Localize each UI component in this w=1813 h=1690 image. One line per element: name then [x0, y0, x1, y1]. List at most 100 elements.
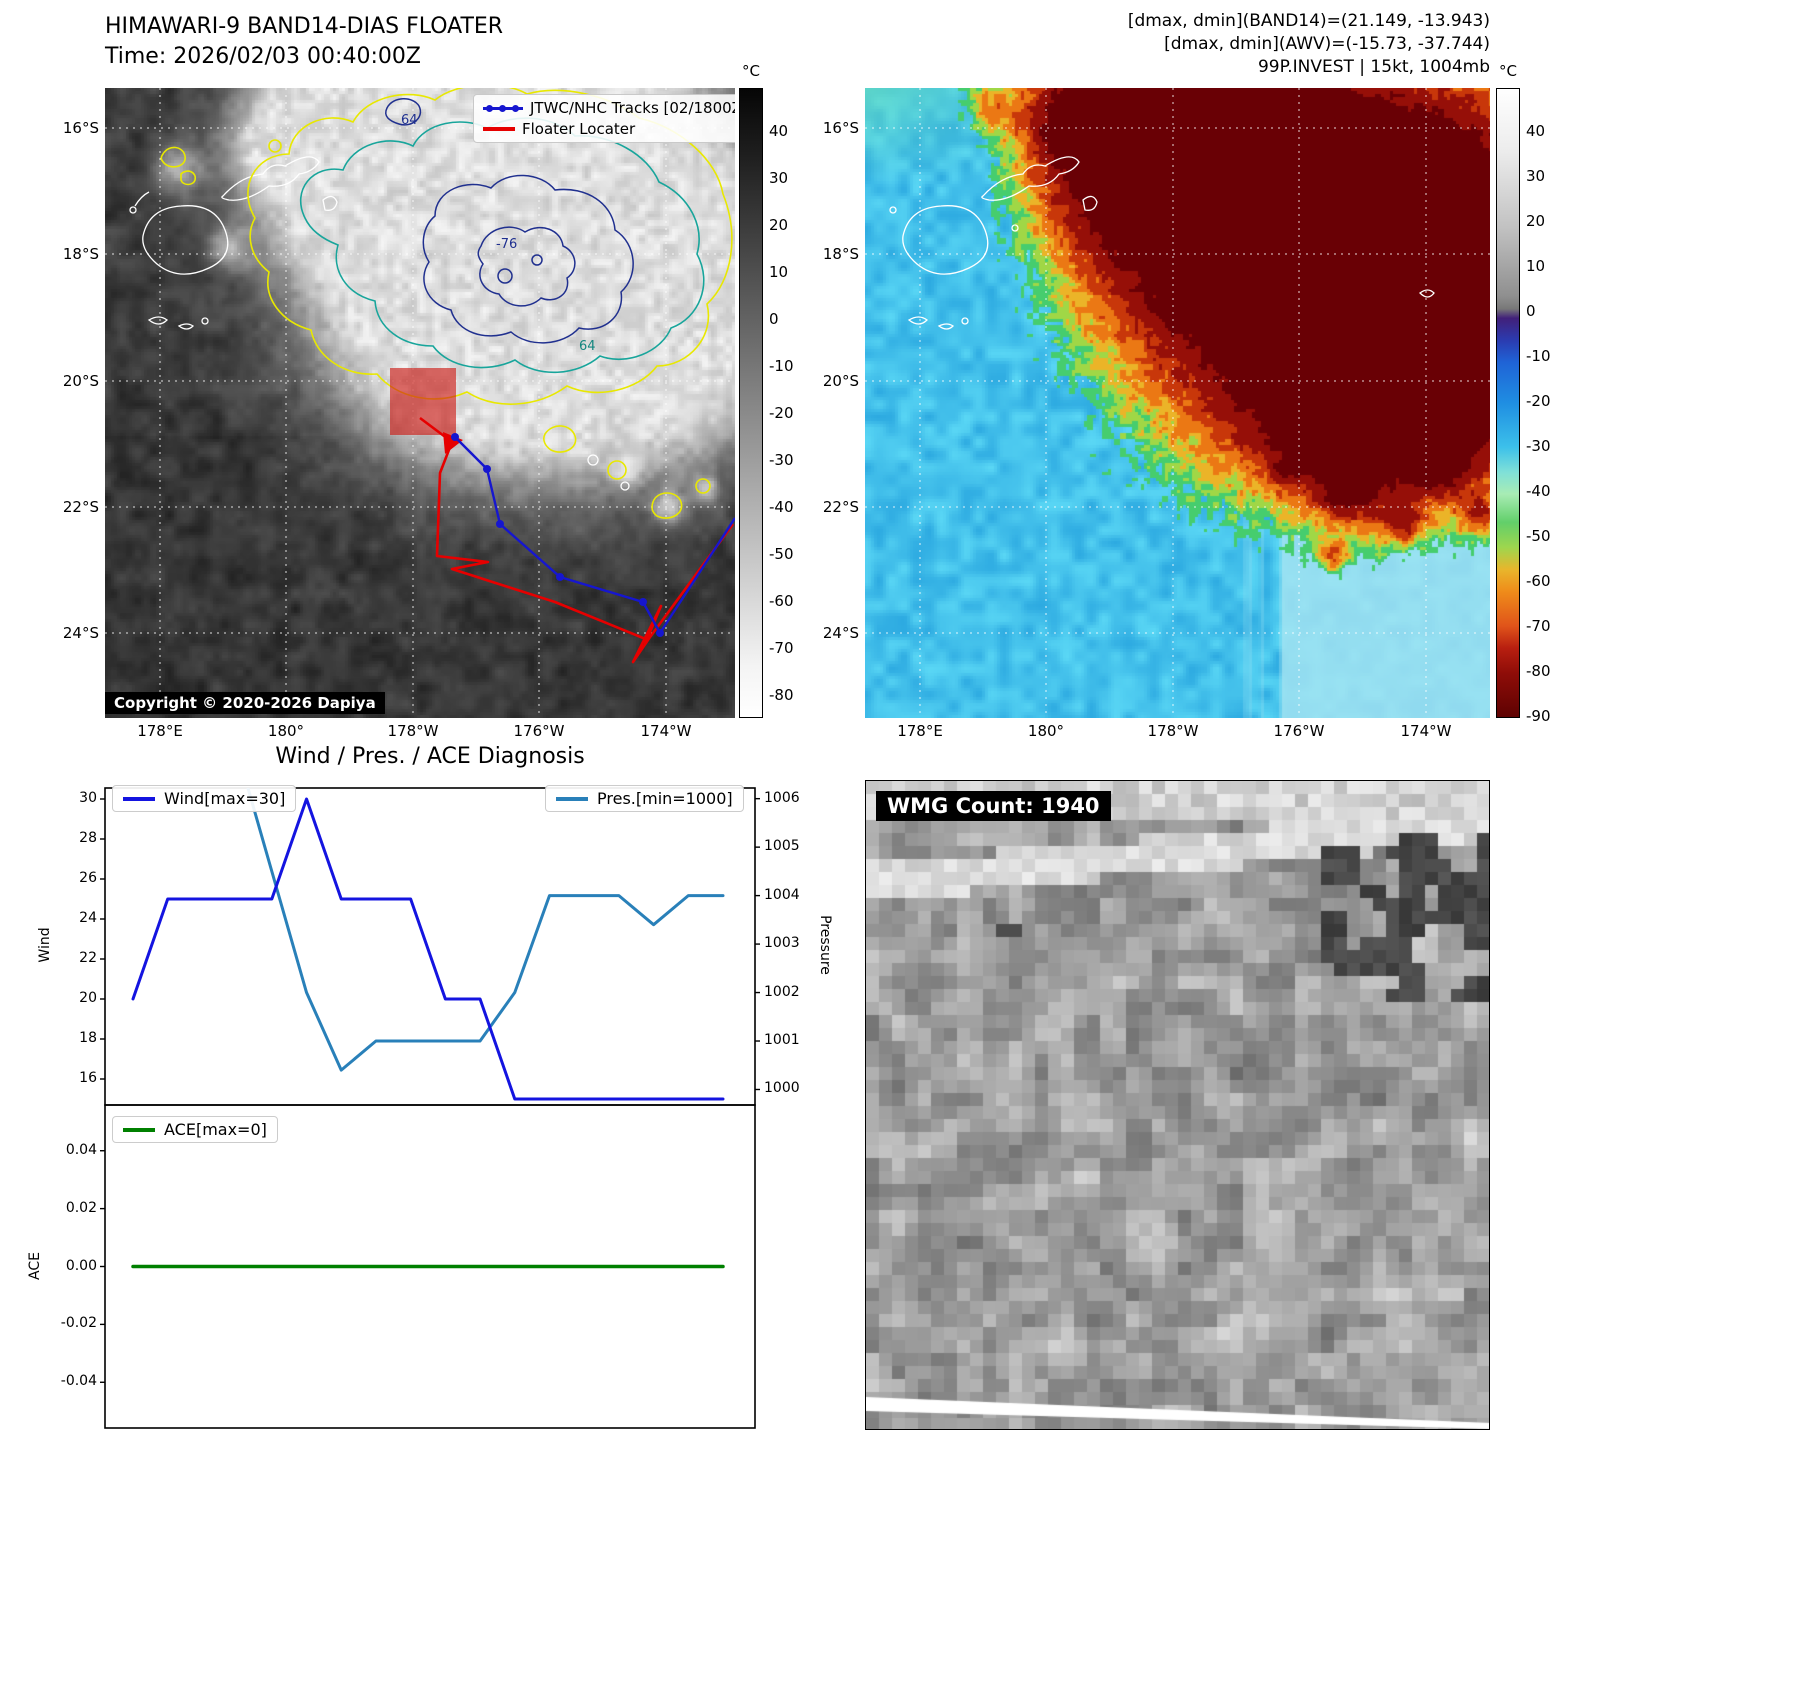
lon-tick-label: 174°W: [1400, 722, 1452, 740]
band14-map-overlay: 64 -76 64: [105, 88, 735, 718]
jtwc-dot-icon: [499, 105, 506, 112]
floater-box: [390, 368, 456, 435]
wmg-panel: WMG Count: 1940: [865, 780, 1490, 1430]
pressure-line: [246, 788, 725, 1072]
awv-colorbar: [1496, 88, 1520, 718]
colorbar-tick-label: -20: [1526, 392, 1551, 410]
lat-tick-label: 18°S: [62, 245, 99, 263]
colorbar-tick-label: -50: [769, 545, 794, 563]
ace-legend-label: ACE[max=0]: [164, 1120, 267, 1139]
contour-teal: [299, 117, 705, 374]
coastline-fiji-awv: [889, 156, 1435, 330]
pressure-line-sample: [556, 796, 588, 801]
wind-tick-label: 26: [79, 870, 97, 886]
colorbar-tick-label: -80: [769, 686, 794, 704]
awv-header: [dmax, dmin](BAND14)=(21.149, -13.943) […: [890, 10, 1490, 79]
diagnosis-charts: [100, 787, 760, 1429]
jtwc-track-point: [451, 433, 459, 441]
jtwc-line-sample: [483, 102, 523, 114]
colorbar-tick-label: -50: [1526, 527, 1551, 545]
wmg-count-badge: WMG Count: 1940: [876, 791, 1111, 821]
colorbar-tick-label: -90: [1526, 707, 1551, 725]
jtwc-track-point: [496, 520, 504, 528]
lat-tick-label: 22°S: [822, 498, 859, 516]
pressure-tick-label: 1004: [764, 886, 800, 903]
colorbar-tick-label: 40: [1526, 122, 1546, 140]
invest-status: 99P.INVEST | 15kt, 1004mb: [1257, 57, 1490, 77]
diagnosis-title: Wind / Pres. / ACE Diagnosis: [275, 744, 585, 769]
lon-tick-label: 174°W: [640, 722, 692, 740]
wind-line: [131, 797, 725, 1101]
lat-tick-label: 18°S: [822, 245, 859, 263]
contour-navy: [385, 98, 634, 344]
ace-legend: ACE[max=0]: [112, 1116, 278, 1143]
jtwc-track-point: [656, 629, 664, 637]
wind-tick-label: 30: [79, 790, 97, 806]
wind-line-sample: [123, 796, 155, 801]
pressure-tick-label: 1005: [764, 838, 800, 855]
wmg-image: [866, 781, 1489, 1429]
contour-label: 64: [579, 339, 596, 354]
lon-tick-label: 176°W: [513, 722, 565, 740]
lat-tick-label: 16°S: [62, 119, 99, 137]
contour-label: -76: [496, 237, 517, 252]
contour-label: 64: [401, 113, 418, 128]
colorbar-tick-label: -60: [1526, 572, 1551, 590]
lon-tick-label: 178°E: [897, 722, 943, 740]
jtwc-track-label: JTWC/NHC Tracks [02/1800Z]: [530, 99, 735, 117]
ace-tick-label: 0.04: [65, 1141, 97, 1158]
copyright: Copyright © 2020-2026 Dapiya: [105, 692, 385, 714]
colorbar-tick-label: -70: [1526, 617, 1551, 635]
colorbar-tick-label: 30: [769, 169, 789, 187]
ace-axis-label: ACE: [27, 1252, 43, 1280]
wind-tick-label: 28: [79, 830, 97, 846]
band14-map: 64 -76 64 JTWC/NHC Tracks [02/1800Z] Float…: [105, 88, 735, 718]
jtwc-track-point: [556, 573, 564, 581]
jtwc-dot-icon: [486, 105, 493, 112]
lon-tick-label: 178°W: [1147, 722, 1199, 740]
colorbar-tick-label: -40: [1526, 482, 1551, 500]
awv-colorbar-unit: °C: [1499, 62, 1517, 80]
pressure-tick-label: 1000: [764, 1080, 800, 1097]
colorbar-tick-label: -80: [1526, 662, 1551, 680]
colorbar-tick-label: 20: [1526, 212, 1546, 230]
awv-gridlines: [865, 88, 1490, 718]
lon-tick-label: 178°W: [387, 722, 439, 740]
colorbar-tick-label: -40: [769, 498, 794, 516]
colorbar-tick-label: 0: [769, 310, 779, 328]
ace-tick-label: 0.02: [65, 1199, 97, 1216]
ace-tick-label: -0.02: [60, 1315, 97, 1332]
awv-map-overlay: [865, 88, 1490, 718]
jtwc-track: [454, 436, 735, 635]
floater-label: Floater Locater: [522, 120, 636, 138]
pressure-legend: Pres.[min=1000]: [545, 785, 744, 812]
band14-title: HIMAWARI-9 BAND14-DIAS FLOATER: [105, 14, 504, 39]
wind-legend: Wind[max=30]: [112, 785, 297, 812]
pressure-tick-label: 1003: [764, 935, 800, 952]
lon-tick-label: 180°: [267, 722, 305, 740]
lon-tick-label: 180°: [1027, 722, 1065, 740]
lat-tick-label: 16°S: [822, 119, 859, 137]
colorbar-tick-label: 30: [1526, 167, 1546, 185]
coastline-fiji: [129, 156, 630, 491]
pressure-tick-label: 1006: [764, 789, 800, 806]
band14-colorbar: [739, 88, 763, 718]
colorbar-tick-label: 10: [769, 263, 789, 281]
jtwc-dot-icon: [512, 105, 519, 112]
awv-map: [865, 88, 1490, 718]
wind-tick-label: 22: [79, 950, 97, 966]
dmax-dmin-awv: [dmax, dmin](AWV)=(-15.73, -37.744): [1164, 34, 1490, 54]
colorbar-tick-label: 20: [769, 216, 789, 234]
band14-colorbar-unit: °C: [742, 62, 760, 80]
colorbar-tick-label: 10: [1526, 257, 1546, 275]
floater-arrow-icon: [443, 432, 463, 454]
wind-tick-label: 16: [79, 1070, 97, 1086]
colorbar-tick-label: -30: [1526, 437, 1551, 455]
pressure-tick-label: 1001: [764, 1032, 800, 1049]
jtwc-track-point: [639, 598, 647, 606]
colorbar-tick-label: -10: [1526, 347, 1551, 365]
colorbar-tick-label: 0: [1526, 302, 1536, 320]
floater-track: [419, 416, 735, 664]
contour-yellow: [160, 88, 733, 519]
ace-line-sample: [123, 1127, 155, 1132]
